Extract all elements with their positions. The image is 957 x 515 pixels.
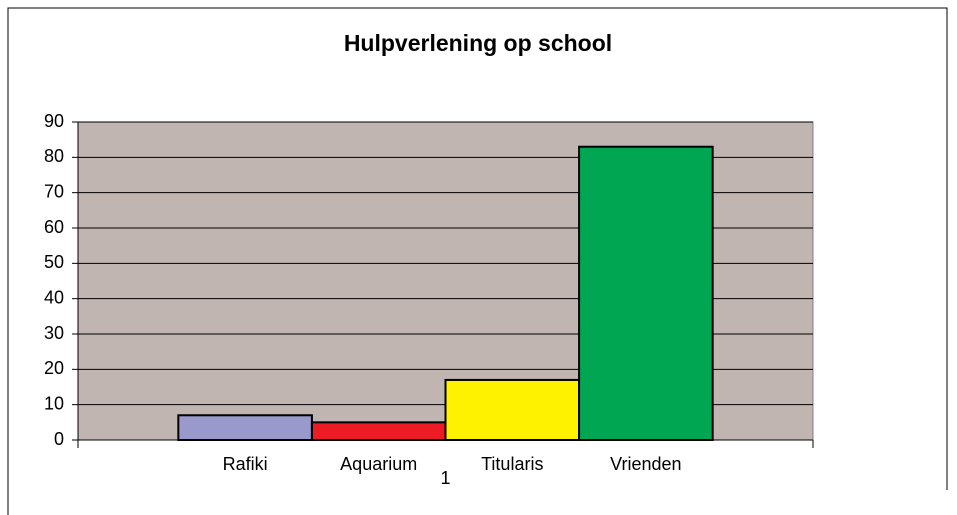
bar <box>444 378 581 441</box>
y-tick-label: 40 <box>44 287 64 307</box>
x-tick-label: 1 <box>440 468 450 488</box>
series-label: Vrienden <box>610 454 681 474</box>
y-tick-label: 10 <box>44 393 64 413</box>
y-tick-label: 60 <box>44 217 64 237</box>
y-tick-label: 30 <box>44 323 64 343</box>
bar <box>177 414 313 441</box>
series-label: Aquarium <box>340 454 417 474</box>
chart-border <box>7 7 948 515</box>
y-tick-label: 0 <box>54 429 64 449</box>
y-tick-label: 90 <box>44 111 64 131</box>
y-tick-label: 50 <box>44 252 64 272</box>
y-tick-label: 80 <box>44 146 64 166</box>
bar <box>310 421 447 442</box>
series-label: Rafiki <box>223 454 268 474</box>
y-tick-label: 70 <box>44 181 64 201</box>
chart-title: Hulpverlening op school <box>344 30 612 56</box>
bar <box>578 145 714 441</box>
series-label: Titularis <box>481 454 543 474</box>
y-tick-label: 20 <box>44 358 64 378</box>
